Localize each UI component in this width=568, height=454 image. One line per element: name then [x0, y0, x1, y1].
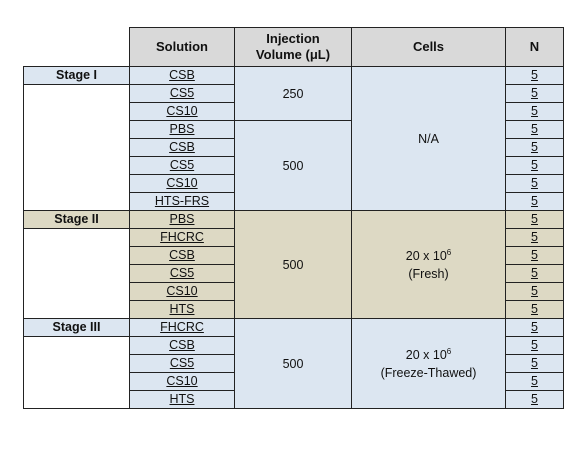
solution-cell: CSB	[129, 336, 235, 355]
table-row: CS5 5	[23, 264, 564, 283]
n-cell: 5	[505, 102, 564, 121]
stage-2-label: Stage II	[23, 210, 130, 229]
n-cell: 5	[505, 66, 564, 85]
stage-2-spacer	[23, 246, 130, 265]
stage-1-label: Stage I	[23, 66, 130, 85]
solution-cell: PBS	[129, 210, 235, 229]
table-row: CS10 5	[23, 102, 564, 121]
header-stage-blank	[23, 27, 130, 67]
n-cell: 5	[505, 192, 564, 211]
solution-cell: CSB	[129, 138, 235, 157]
n-cell: 5	[505, 372, 564, 391]
solution-cell: CS10	[129, 102, 235, 121]
injection-volume-cell: 500	[234, 318, 352, 409]
injection-volume-cell: 500	[234, 210, 352, 319]
stage-1-spacer	[23, 84, 130, 103]
solution-cell: CS5	[129, 354, 235, 373]
cells-line1: 20 x 10	[405, 347, 447, 362]
table-row: CS5 5	[23, 84, 564, 103]
solution-cell: HTS	[129, 390, 235, 409]
table-row: CSB 5	[23, 336, 564, 355]
experiment-table: Solution Injection Volume (μL) Cells N S…	[23, 27, 564, 409]
solution-cell: CSB	[129, 246, 235, 265]
injection-volume-cell: 500	[234, 120, 352, 211]
header-cells: Cells	[351, 27, 506, 67]
header-n: N	[505, 27, 564, 67]
n-cell: 5	[505, 174, 564, 193]
solution-cell: PBS	[129, 120, 235, 139]
header-injection-line2: Volume (μL)	[255, 47, 331, 62]
stage-1-spacer	[23, 120, 130, 139]
stage-2-spacer	[23, 228, 130, 247]
n-cell: 5	[505, 300, 564, 319]
table-row: Stage II PBS 500 20 x 106 (Fresh) 5	[23, 210, 564, 319]
n-cell: 5	[505, 390, 564, 409]
stage-3-spacer	[23, 336, 130, 355]
cells-cell: 20 x 106 (Fresh)	[351, 210, 506, 319]
cells-line1: 20 x 10	[405, 248, 447, 263]
solution-cell: CS5	[129, 84, 235, 103]
cells-line1: N/A	[418, 131, 439, 146]
cells-line2: (Freeze-Thawed)	[380, 365, 477, 380]
stage-1-spacer	[23, 192, 130, 211]
n-cell: 5	[505, 156, 564, 175]
cells-cell: 20 x 106 (Freeze-Thawed)	[351, 318, 506, 409]
n-cell: 5	[505, 354, 564, 373]
table-row: Stage I CSB 250 N/A 5	[23, 66, 564, 211]
table-row: HTS 5	[23, 300, 564, 319]
solution-cell: CSB	[129, 66, 235, 85]
n-cell: 5	[505, 282, 564, 301]
header-injection-volume: Injection Volume (μL)	[234, 27, 352, 67]
n-cell: 5	[505, 228, 564, 247]
n-cell: 5	[505, 318, 564, 337]
header-row: Solution Injection Volume (μL) Cells N	[23, 27, 564, 67]
stage-2-spacer	[23, 264, 130, 283]
cells-exponent: 6	[446, 247, 452, 257]
stage-3-spacer	[23, 390, 130, 409]
stage-2-spacer	[23, 300, 130, 319]
stage-3-spacer	[23, 372, 130, 391]
n-cell: 5	[505, 138, 564, 157]
stage-1-spacer	[23, 102, 130, 121]
cells-cell: N/A	[351, 66, 506, 211]
solution-cell: FHCRC	[129, 228, 235, 247]
table-row: CS10 5	[23, 174, 564, 193]
n-cell: 5	[505, 84, 564, 103]
header-injection-line1: Injection	[266, 31, 320, 46]
solution-cell: CS5	[129, 156, 235, 175]
table-row: CS5 5	[23, 354, 564, 373]
solution-cell: CS10	[129, 174, 235, 193]
table-row: CSB 5	[23, 138, 564, 157]
n-cell: 5	[505, 336, 564, 355]
solution-cell: CS10	[129, 282, 235, 301]
table-row: CS10 5	[23, 372, 564, 391]
stage-2-spacer	[23, 282, 130, 301]
table-row: Stage III FHCRC 500 20 x 106 (Freeze-Thawed)…	[23, 318, 564, 409]
stage-1-spacer	[23, 156, 130, 175]
injection-volume-cell: 250	[234, 66, 352, 121]
solution-cell: FHCRC	[129, 318, 235, 337]
cells-line2: (Fresh)	[408, 266, 449, 281]
stage-3-label: Stage III	[23, 318, 130, 337]
n-cell: 5	[505, 264, 564, 283]
n-cell: 5	[505, 210, 564, 229]
n-cell: 5	[505, 120, 564, 139]
cells-exponent: 6	[446, 346, 452, 356]
stage-1-spacer	[23, 138, 130, 157]
stage-3-spacer	[23, 354, 130, 373]
table-row: HTS 5	[23, 390, 564, 409]
header-solution: Solution	[129, 27, 235, 67]
solution-cell: CS10	[129, 372, 235, 391]
stage-1-spacer	[23, 174, 130, 193]
solution-cell: HTS	[129, 300, 235, 319]
n-cell: 5	[505, 246, 564, 265]
solution-cell: CS5	[129, 264, 235, 283]
solution-cell: HTS-FRS	[129, 192, 235, 211]
